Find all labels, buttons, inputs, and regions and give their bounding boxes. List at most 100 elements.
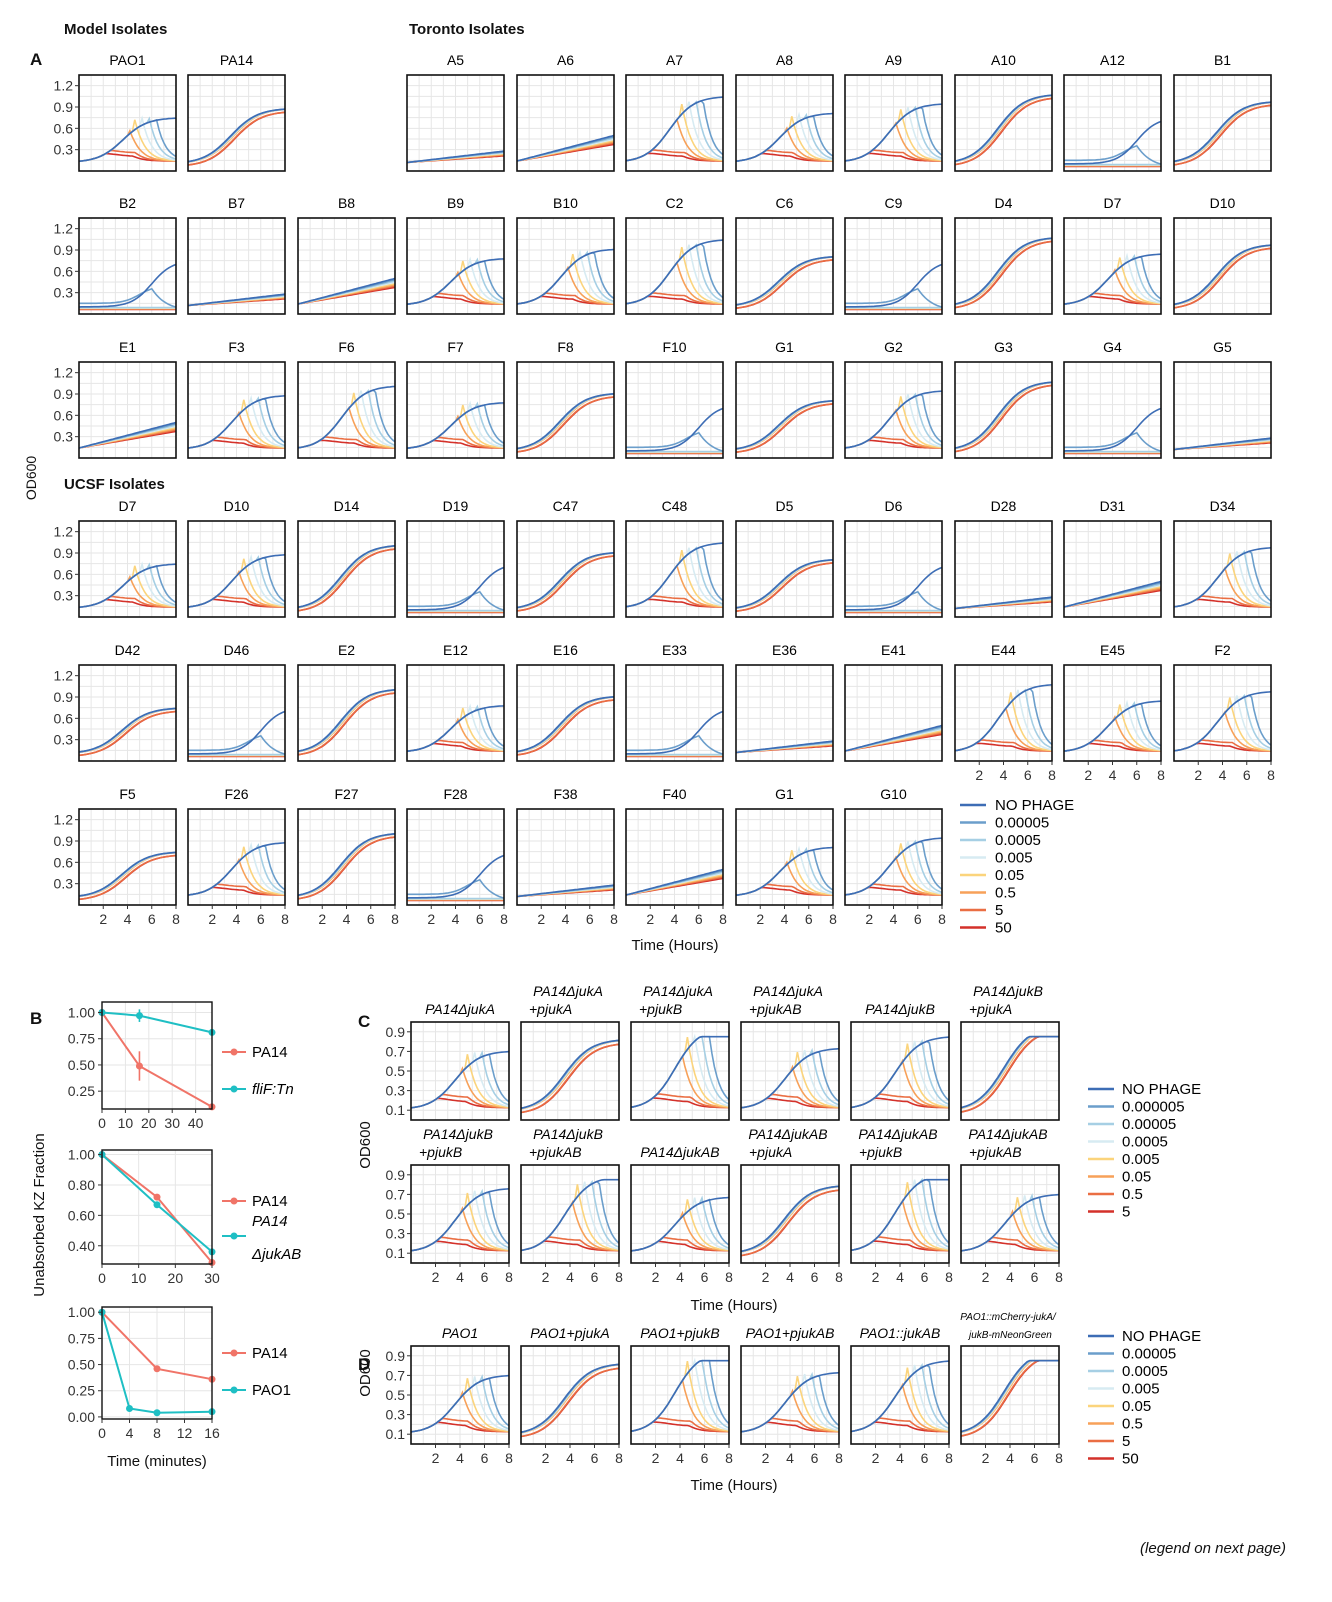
panel-title: D28 — [991, 498, 1017, 514]
legend-label: 0.5 — [1122, 1186, 1143, 1203]
growth-curve-series-0 — [735, 846, 834, 896]
data-point — [126, 1405, 133, 1413]
x-tick-label: 6 — [695, 911, 703, 927]
growth-curves — [1063, 252, 1162, 305]
x-tick-label: 6 — [1024, 767, 1032, 783]
growth-curve-series-6 — [735, 259, 834, 309]
x-tick-label: 8 — [281, 911, 289, 927]
y-tick-label: 0.3 — [54, 429, 74, 445]
growth-curve-series-0 — [520, 1178, 619, 1252]
growth-curve-series-0 — [954, 381, 1053, 449]
plot-frame — [78, 520, 177, 618]
growth-curves — [187, 108, 286, 166]
growth-curves — [954, 237, 1053, 309]
x-tick-label: 4 — [562, 911, 570, 927]
x-tick-label: 8 — [719, 911, 727, 927]
y-tick-label: 0.3 — [54, 732, 74, 748]
panel-title: E16 — [553, 642, 578, 658]
y-tick-label: 1.2 — [54, 78, 74, 94]
panel-title: PAO1+pjukA — [530, 1325, 610, 1341]
legend-swatch-point — [230, 1232, 238, 1240]
panel-title: F38 — [553, 786, 577, 802]
adsorption-plot-3: 1.00 0.75 0.50 0.25 0.000 4 8 12 16 PA14 PAO1 — [68, 1304, 291, 1441]
growth-curves — [735, 111, 834, 162]
growth-panel: G5 — [1173, 339, 1272, 459]
growth-panel: F2 2 4 6 8 — [1173, 642, 1275, 783]
growth-curve-series-6 — [520, 1367, 620, 1438]
growth-curves — [516, 134, 615, 162]
panel-title: D46 — [224, 642, 250, 658]
legend-label: 0.0005 — [995, 832, 1041, 849]
x-tick-label: 8 — [945, 1269, 953, 1285]
legend-swatch-point — [230, 1197, 238, 1205]
growth-curve-series-0 — [844, 837, 943, 896]
plot-frame — [735, 217, 834, 315]
growth-curves — [78, 561, 177, 609]
x-tick-label: 8 — [153, 1425, 161, 1441]
panel-label-a: A — [30, 50, 42, 69]
panel_d-growth-panel: PAO1 0.1 0.3 0.5 0.7 0.9 2 4 6 8 — [386, 1325, 514, 1466]
growth-curve-series-6 — [735, 562, 834, 612]
x-tick-label: 4 — [456, 1269, 464, 1285]
panel-title: F6 — [338, 339, 355, 355]
growth-curves — [297, 833, 396, 900]
plot-frame — [1173, 520, 1272, 618]
x-tick-label: 8 — [725, 1269, 733, 1285]
gridlines — [626, 808, 723, 905]
x-tick-label: 6 — [476, 911, 484, 927]
gridlines — [1174, 361, 1271, 458]
x-tick-label: 6 — [701, 1269, 709, 1285]
x-tick-label: 2 — [652, 1450, 660, 1466]
growth-curves — [406, 150, 505, 164]
x-tick-label: 6 — [921, 1450, 929, 1466]
panel-title: E2 — [338, 642, 355, 658]
panel-title: F7 — [447, 339, 464, 355]
y-tick-label: 0.3 — [54, 142, 74, 158]
legend-label: 0.00005 — [995, 815, 1049, 832]
growth-panel: D31 — [1063, 498, 1162, 618]
plot-frame — [844, 74, 943, 172]
gridlines — [517, 808, 614, 905]
growth-panel: E36 — [735, 642, 834, 762]
plot-frame — [844, 520, 943, 618]
gridlines — [102, 1150, 212, 1264]
growth-panel: A12 — [1063, 52, 1162, 172]
y-tick-label: 0.9 — [54, 242, 74, 258]
y-tick-label: 1.00 — [68, 1147, 95, 1163]
growth-curve-series-0 — [1063, 120, 1162, 165]
growth-curve-series-0 — [630, 1035, 729, 1108]
growth-curve-series-0 — [954, 94, 1053, 162]
growth-curves — [960, 1035, 1059, 1113]
panel_c-growth-panel: PA14ΔjukA +pjukA — [520, 983, 620, 1121]
y-axis-ticks: 0.3 0.6 0.9 1.2 — [54, 524, 79, 604]
growth-curve-series-0 — [1173, 437, 1272, 451]
growth-curve-series-0 — [516, 884, 615, 898]
growth-curve-series-0 — [297, 833, 396, 896]
panel-title: PA14ΔjukAB — [858, 1126, 937, 1142]
panel-title: A10 — [991, 52, 1016, 68]
legend-label: 0.0005 — [1122, 1134, 1168, 1151]
growth-curve-series-0 — [410, 1188, 510, 1252]
growth-curve-series-0 — [406, 705, 505, 752]
x-tick-label: 4 — [566, 1450, 574, 1466]
panel-title: D14 — [334, 498, 360, 514]
growth-curve-series-0 — [297, 277, 396, 305]
growth-panel: C47 — [516, 498, 615, 618]
growth-curve-series-1 — [1064, 431, 1162, 452]
panel_c-growth-panel: PA14ΔjukAB +pjukA 2 4 6 8 — [740, 1126, 843, 1285]
x-tick-label: 2 — [318, 911, 326, 927]
panel-title: F27 — [334, 786, 358, 802]
plot-frame — [297, 361, 396, 459]
growth-curves — [297, 545, 396, 612]
growth-curve-series-1 — [626, 734, 724, 755]
growth-panel: A5 — [406, 52, 505, 172]
growth-curve-series-1 — [845, 287, 943, 308]
panel-title: F2 — [1214, 642, 1231, 658]
plot-frame — [1063, 361, 1162, 459]
y-tick-label: 0.6 — [54, 407, 74, 423]
x-tick-label: 8 — [1055, 1269, 1063, 1285]
